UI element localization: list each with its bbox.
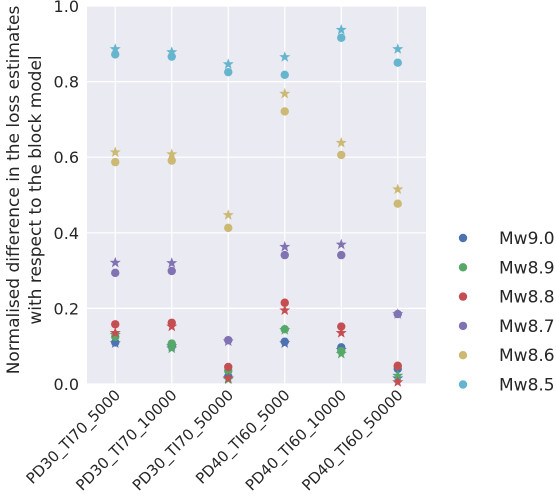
point-star [392,376,404,387]
legend-label: Mw9.0 [499,229,555,249]
point-star [109,256,121,268]
y-tick-labels: 0.0 0.2 0.4 0.6 0.8 1.0 [54,0,79,394]
point-circle [111,157,120,167]
legend-label: Mw8.9 [499,258,555,278]
point-star [392,183,404,195]
point-star [166,46,178,57]
y-tick-label: 0.8 [54,73,79,92]
point-star [279,87,291,99]
point-star [392,43,404,54]
point-star [335,24,347,35]
legend-label: Mw8.8 [499,288,555,308]
y-tick-label: 0.6 [54,148,79,167]
legend-marker [458,233,468,243]
point-circle [224,362,233,372]
legend-marker [458,321,468,331]
y-axis-title-line: with respect to the block model [26,55,46,324]
point-star [335,347,347,359]
point-circle [393,361,402,371]
point-circle [280,298,289,307]
point-circle [224,223,233,233]
legend-marker [458,292,468,301]
y-tick-label: 0.0 [54,375,79,394]
point-circle [167,156,176,165]
point-circle [393,199,402,208]
point-star [335,238,347,250]
point-star [392,308,404,319]
point-star [222,335,234,346]
point-star [279,240,291,252]
y-axis-title: Normalised difference in the loss estima… [4,6,46,375]
point-circle [337,250,346,260]
point-star [335,137,347,148]
data-points [109,24,404,387]
point-circle [111,320,120,329]
y-axis-title-line: Normalised difference in the loss estima… [4,6,24,375]
point-circle [111,268,120,278]
point-star [166,148,178,159]
point-star [279,51,291,62]
point-circle [337,322,346,331]
point-star [166,320,178,332]
point-circle [167,266,176,276]
point-circle [337,150,346,160]
x-tick-labels: PD30_TI70_5000PD30_TI70_10000PD30_TI70_5… [23,386,408,495]
plot-background [87,6,426,384]
point-circle [280,107,289,116]
point-circle [337,33,346,42]
legend-marker [458,380,468,389]
y-tick-label: 0.4 [54,224,79,243]
x-tick-label: PD30_TI70_5000 [23,386,125,488]
point-star [109,327,121,338]
y-tick-label: 0.2 [54,299,79,318]
point-star [109,43,121,54]
legend: Mw9.0 Mw8.9 Mw8.8 Mw8.7 Mw8.6 Mw8.5 [458,229,555,396]
point-circle [280,250,289,260]
point-star [279,324,291,335]
point-star [222,372,234,384]
point-star [392,369,404,381]
point-star [109,337,121,348]
legend-label: Mw8.5 [499,376,555,396]
point-star [222,58,234,69]
point-circle [224,67,233,77]
legend-marker [458,263,468,272]
point-star [222,209,234,220]
legend-label: Mw8.7 [499,317,555,337]
x-tick-label: PD40_TI60_50000 [298,386,407,495]
point-star [166,257,178,268]
y-tick-label: 1.0 [54,0,79,16]
x-tick-label: PD40_TI60_5000 [192,386,294,488]
x-tick-label: PD40_TI60_10000 [242,386,351,495]
legend-marker [458,351,468,360]
point-star [279,337,291,348]
point-star [279,304,291,315]
point-circle [280,70,289,79]
point-circle [393,58,402,67]
x-tick-label: PD30_TI70_10000 [72,386,181,495]
point-star [166,342,178,354]
x-tick-label: PD30_TI70_50000 [129,386,238,495]
gridlines [87,5,426,385]
point-star [335,327,347,338]
legend-label: Mw8.6 [499,346,555,366]
point-star [109,146,121,157]
